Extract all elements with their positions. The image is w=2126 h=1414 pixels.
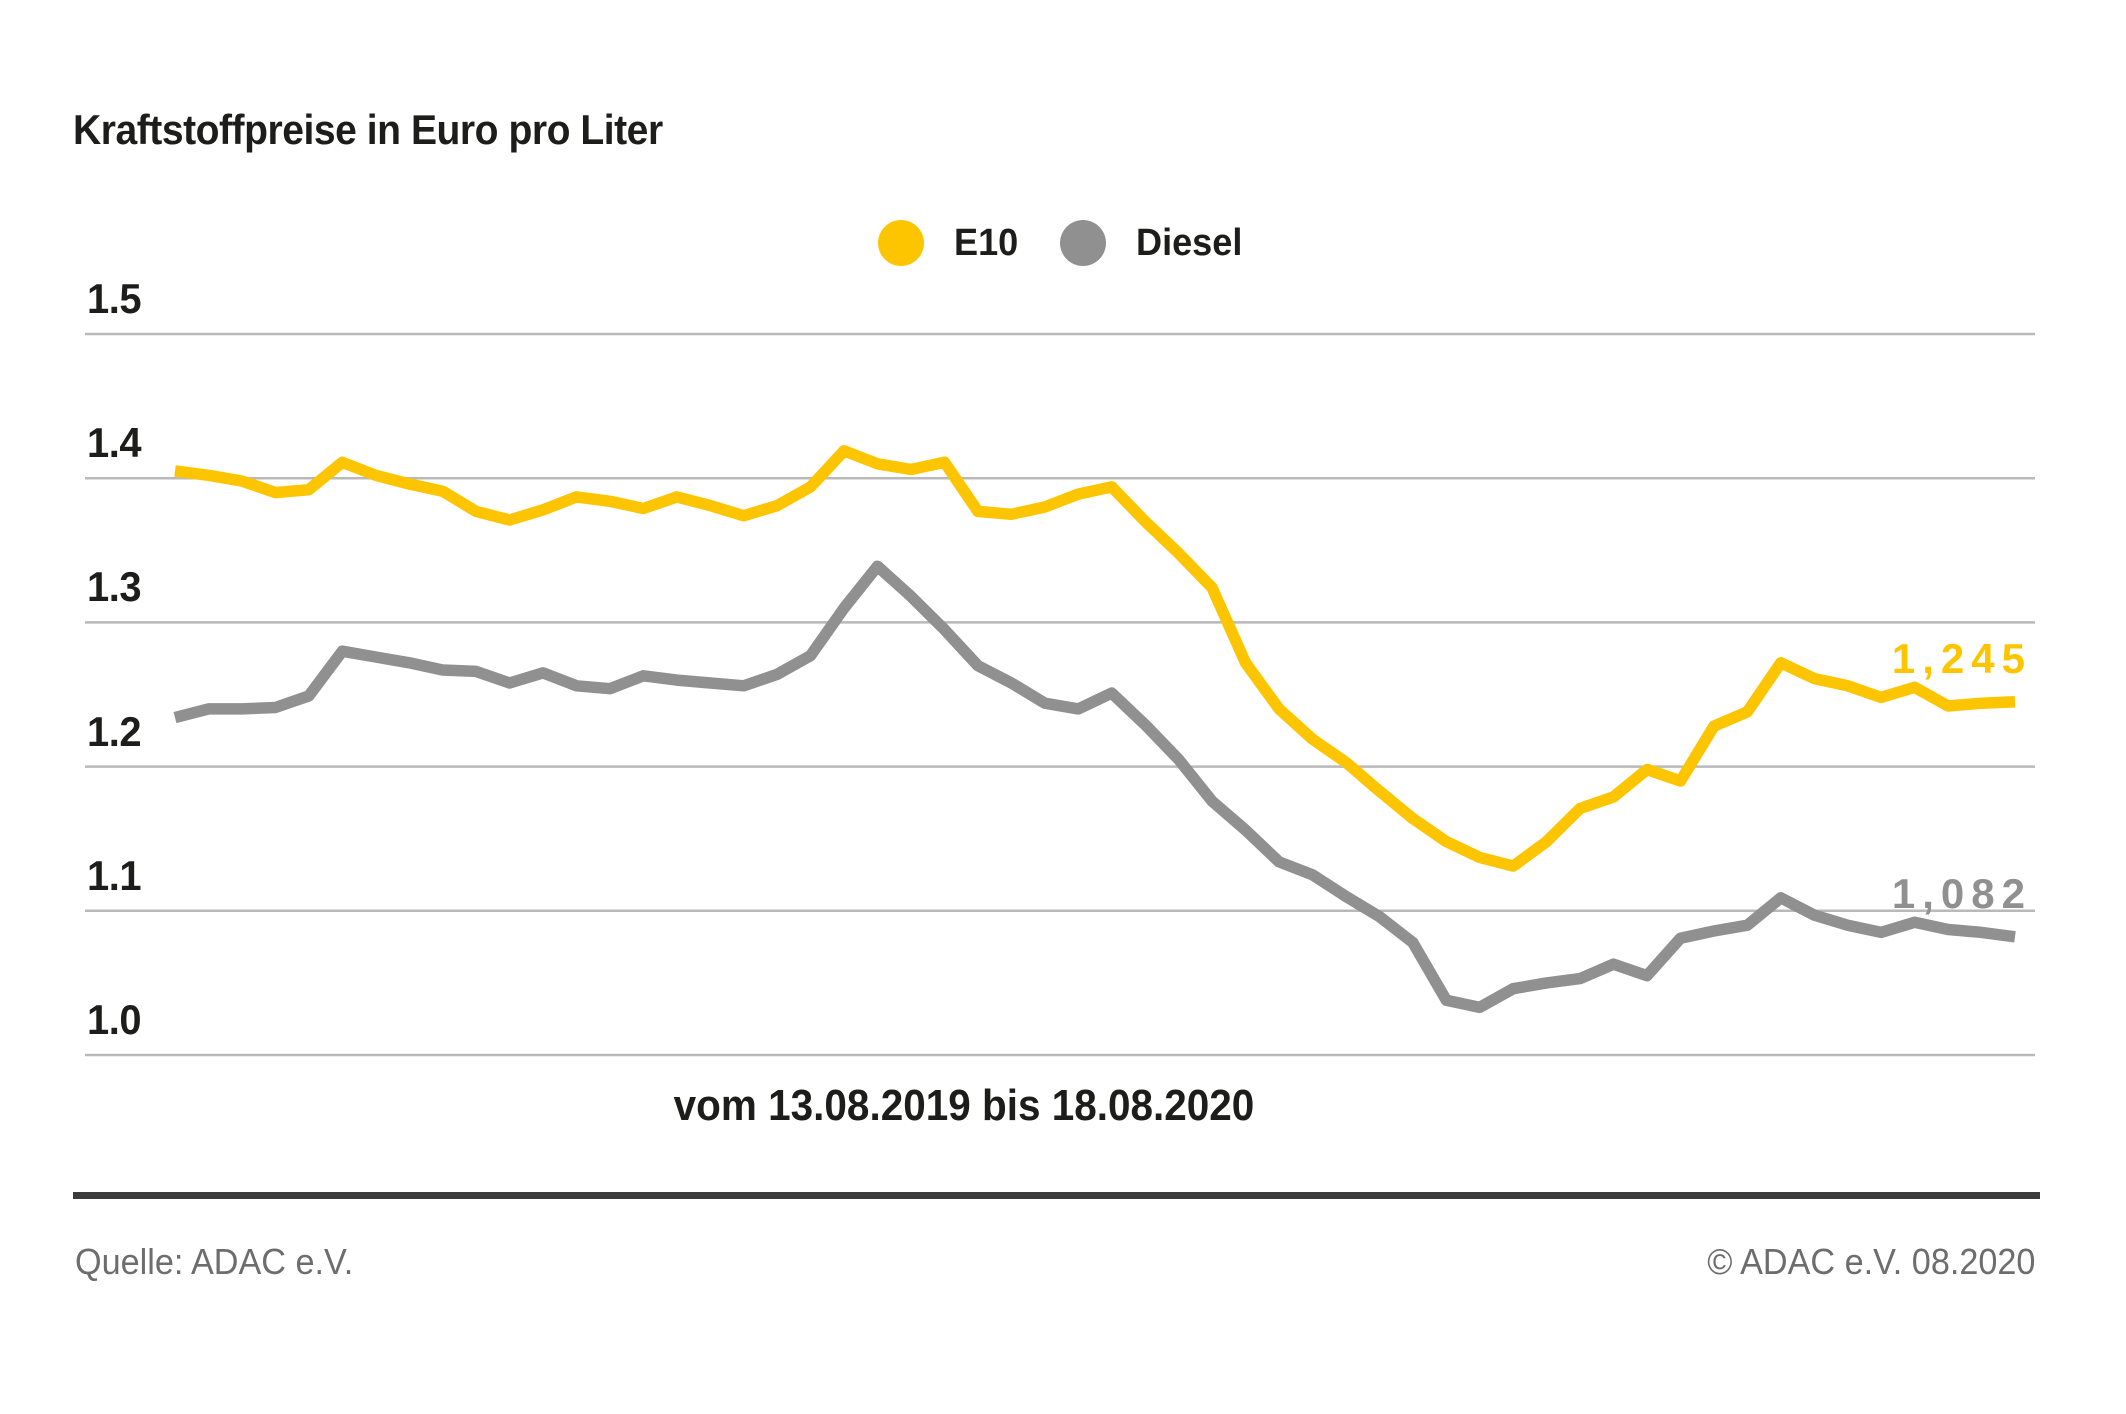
page-title: Kraftstoffpreise in Euro pro Liter [73,106,663,153]
e10-end-value-label: 1,245 [1891,634,2032,682]
chart-legend: E10 Diesel [0,220,2126,266]
legend-item-diesel: Diesel [1059,220,1248,266]
legend-item-e10: E10 [878,220,1022,266]
diesel-legend-dot-icon [1059,220,1106,266]
y-axis-tick-label: 1.1 [87,851,142,899]
e10-legend-dot-icon [878,220,925,266]
x-axis-period-label: vom 13.08.2019 bis 18.08.2020 [673,1081,1255,1130]
y-axis-tick-label: 1.0 [87,996,142,1043]
copyright-credit: © ADAC e.V. 08.2020 [1706,1241,2035,1282]
source-credit: Quelle: ADAC e.V. [75,1241,354,1282]
legend-label-diesel: Diesel [1135,221,1243,264]
footer-divider [73,1192,2040,1199]
diesel-end-value-label: 1,082 [1891,869,2032,917]
y-axis-tick-label: 1.5 [87,275,142,322]
y-axis-tick-label: 1.2 [87,707,142,755]
diesel-price-line [173,560,2016,1014]
legend-label-e10: E10 [954,221,1019,264]
y-axis-tick-label: 1.3 [87,563,142,611]
e10-price-line [174,445,2016,872]
y-axis-tick-label: 1.4 [87,419,142,467]
